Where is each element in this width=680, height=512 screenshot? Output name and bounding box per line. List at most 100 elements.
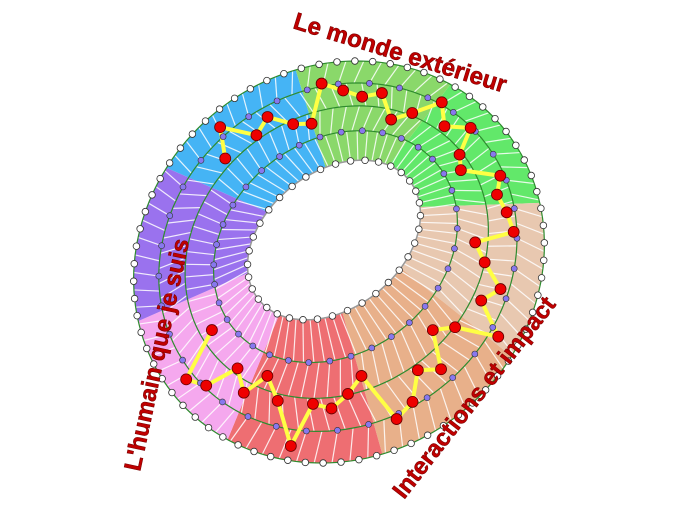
inner-rim-node: [244, 273, 253, 281]
spoke: [295, 430, 307, 462]
spoke: [349, 427, 354, 462]
rim-node: [250, 447, 258, 456]
mid-node: [197, 157, 205, 164]
rim-node: [504, 357, 513, 365]
spoke: [484, 137, 512, 143]
rim-node: [436, 75, 444, 83]
spoke: [407, 256, 447, 275]
mid-node: [215, 299, 223, 307]
rim-node: [465, 92, 474, 101]
rim-node: [204, 423, 213, 432]
path-node: [406, 396, 419, 408]
inner-rim-node: [256, 219, 264, 227]
spoke: [158, 257, 187, 270]
spoke: [192, 225, 220, 236]
rim-node: [158, 374, 166, 383]
spoke: [275, 360, 289, 394]
rim-node: [479, 103, 487, 111]
spoke: [409, 162, 436, 182]
spoke: [427, 82, 448, 99]
spoke: [235, 199, 269, 211]
path-node: [376, 87, 388, 99]
rim-node: [537, 204, 545, 213]
spoke: [414, 242, 454, 255]
mid-node: [449, 374, 456, 381]
mid-node: [396, 84, 403, 92]
spoke: [302, 319, 305, 363]
spoke: [142, 219, 166, 232]
spoke: [331, 430, 339, 463]
path-node: [315, 77, 328, 90]
spoke: [353, 60, 365, 84]
path-node: [411, 364, 424, 377]
path-node: [271, 394, 284, 407]
mid-node: [421, 302, 429, 310]
inner-rim-node: [243, 260, 252, 269]
spoke: [158, 270, 186, 285]
spoke: [400, 149, 423, 173]
spoke: [443, 278, 471, 304]
path-node: [206, 324, 218, 336]
rim-node: [368, 57, 377, 66]
mid-node: [489, 150, 497, 158]
spoke: [485, 258, 516, 262]
path-node: [305, 117, 318, 130]
mid-node: [335, 80, 342, 88]
mid-node: [229, 201, 237, 209]
spoke: [314, 138, 329, 167]
spoke: [462, 136, 481, 155]
spoke: [172, 206, 201, 209]
spoke: [368, 62, 382, 84]
inner-rim-node: [361, 156, 369, 164]
rim-node: [502, 127, 510, 136]
rim-node: [301, 458, 310, 467]
spoke: [201, 401, 223, 423]
spoke: [475, 124, 501, 132]
inner-rim-node: [313, 315, 322, 323]
spoke: [294, 396, 300, 431]
rim-node: [133, 311, 141, 320]
spoke: [339, 313, 357, 355]
spoke: [282, 317, 291, 360]
spoke: [269, 103, 289, 123]
rim-node: [179, 401, 187, 410]
rim-node: [219, 433, 227, 441]
spoke: [486, 200, 514, 210]
mid-node: [359, 127, 366, 135]
mid-node: [244, 413, 252, 420]
mid-node: [511, 205, 518, 212]
mid-node: [235, 330, 242, 338]
rim-node: [176, 144, 185, 152]
spoke: [356, 130, 359, 161]
spoke: [292, 319, 297, 362]
spoke: [264, 313, 278, 354]
mid-node: [223, 316, 231, 323]
spoke: [222, 339, 246, 365]
spoke: [448, 178, 479, 183]
spoke: [417, 132, 442, 148]
spoke: [155, 186, 177, 202]
mid-node: [285, 357, 292, 364]
spoke: [515, 252, 544, 270]
rim-node: [201, 117, 210, 125]
spoke: [268, 131, 281, 157]
spoke: [133, 271, 159, 277]
inner-rim-node: [288, 182, 296, 191]
mid-node: [453, 225, 461, 232]
spoke: [456, 208, 488, 216]
spoke: [469, 147, 490, 164]
spoke: [441, 341, 470, 361]
mid-node: [219, 221, 227, 228]
path-node: [231, 362, 244, 375]
spoke: [372, 107, 386, 132]
path-node: [454, 164, 467, 177]
rim-node: [165, 159, 174, 167]
mid-node: [276, 153, 283, 160]
spoke: [381, 287, 414, 320]
spoke: [309, 319, 315, 363]
spoke: [215, 409, 236, 433]
spoke: [364, 130, 369, 161]
inner-rim-node: [405, 177, 414, 185]
spoke: [395, 144, 415, 170]
mid-node: [347, 352, 355, 360]
